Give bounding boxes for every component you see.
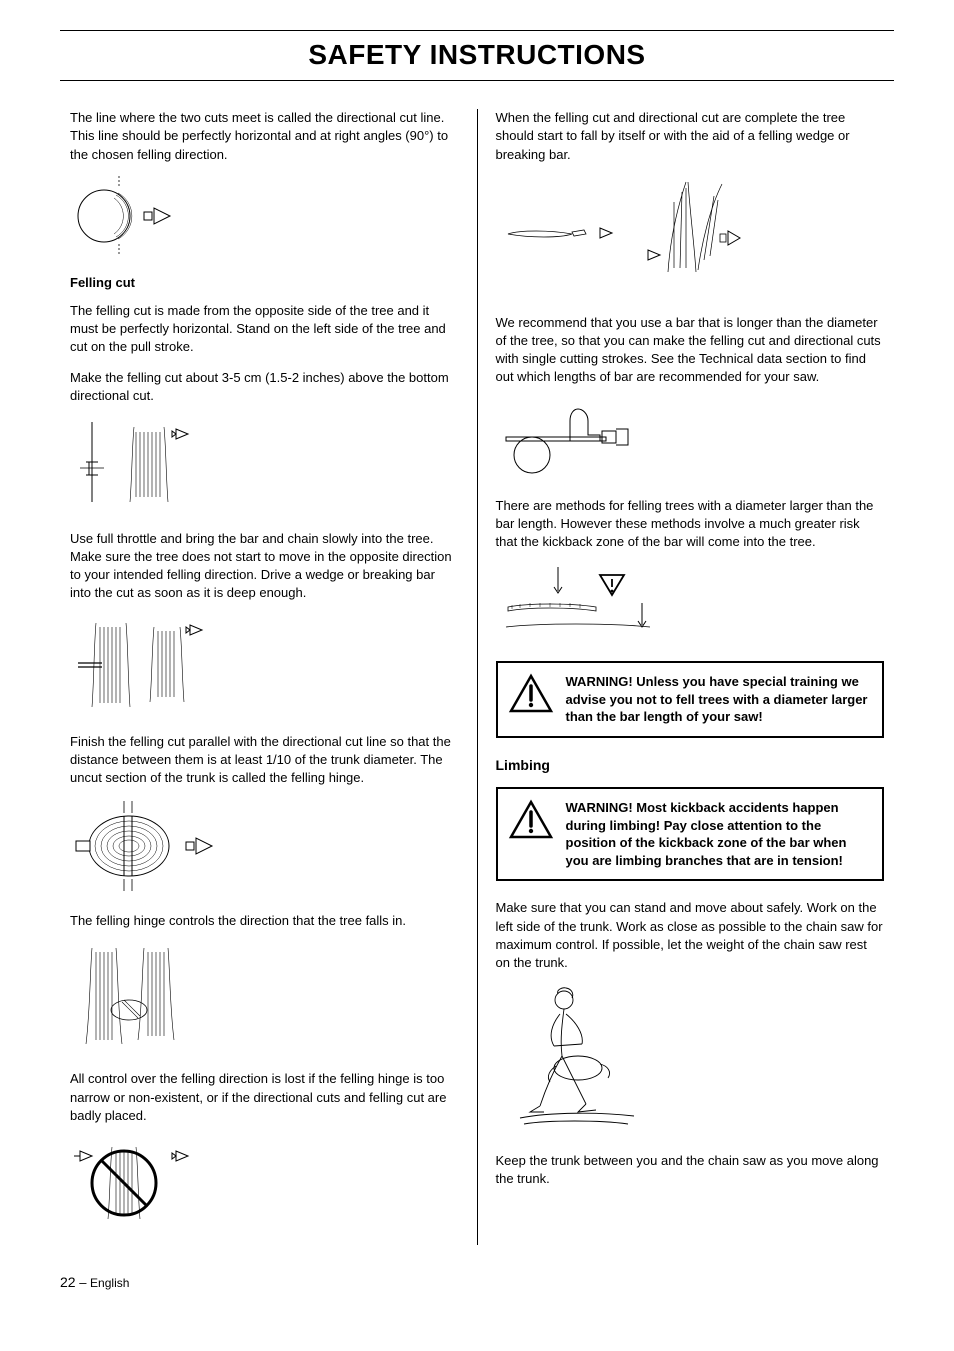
paragraph: We recommend that you use a bar that is …: [496, 314, 885, 387]
figure-limbing-person: [500, 984, 885, 1134]
content-columns: The line where the two cuts meet is call…: [60, 109, 894, 1245]
paragraph: Use full throttle and bring the bar and …: [70, 530, 459, 603]
warning-text: WARNING! Unless you have special trainin…: [566, 673, 871, 726]
page-title: SAFETY INSTRUCTIONS: [60, 30, 894, 81]
paragraph: Make the felling cut about 3-5 cm (1.5-2…: [70, 369, 459, 405]
paragraph: Finish the felling cut parallel with the…: [70, 733, 459, 788]
figure-kickback-risk: [500, 563, 885, 643]
paragraph: There are methods for felling trees with…: [496, 497, 885, 552]
paragraph: When the felling cut and directional cut…: [496, 109, 885, 164]
page-number: 22: [60, 1274, 76, 1290]
figure-bad-hinge: [74, 1137, 459, 1227]
paragraph: All control over the felling direction i…: [70, 1070, 459, 1125]
left-column: The line where the two cuts meet is call…: [60, 109, 478, 1245]
figure-directional-circle: [74, 176, 459, 256]
figure-bar-length: [500, 399, 885, 479]
warning-icon: [508, 799, 554, 841]
felling-cut-heading: Felling cut: [70, 274, 459, 292]
figure-hinge-direction: [74, 942, 459, 1052]
warning-text: WARNING! Most kickback accidents happen …: [566, 799, 871, 869]
right-column: When the felling cut and directional cut…: [478, 109, 895, 1245]
footer-lang: English: [90, 1276, 129, 1290]
figure-wedge-bar: [500, 176, 885, 296]
paragraph: The line where the two cuts meet is call…: [70, 109, 459, 164]
figure-felling-cut-1: [74, 417, 459, 512]
paragraph: Keep the trunk between you and the chain…: [496, 1152, 885, 1188]
page-footer: 22 – English: [60, 1273, 894, 1293]
paragraph: The felling hinge controls the direction…: [70, 912, 459, 930]
footer-dash: –: [76, 1275, 90, 1290]
warning-box-limbing: WARNING! Most kickback accidents happen …: [496, 787, 885, 881]
paragraph: Make sure that you can stand and move ab…: [496, 899, 885, 972]
warning-box-bar-length: WARNING! Unless you have special trainin…: [496, 661, 885, 738]
limbing-heading: Limbing: [496, 756, 885, 776]
figure-felling-cut-2: [74, 615, 459, 715]
warning-icon: [508, 673, 554, 715]
paragraph: The felling cut is made from the opposit…: [70, 302, 459, 357]
figure-hinge-top: [74, 799, 459, 894]
